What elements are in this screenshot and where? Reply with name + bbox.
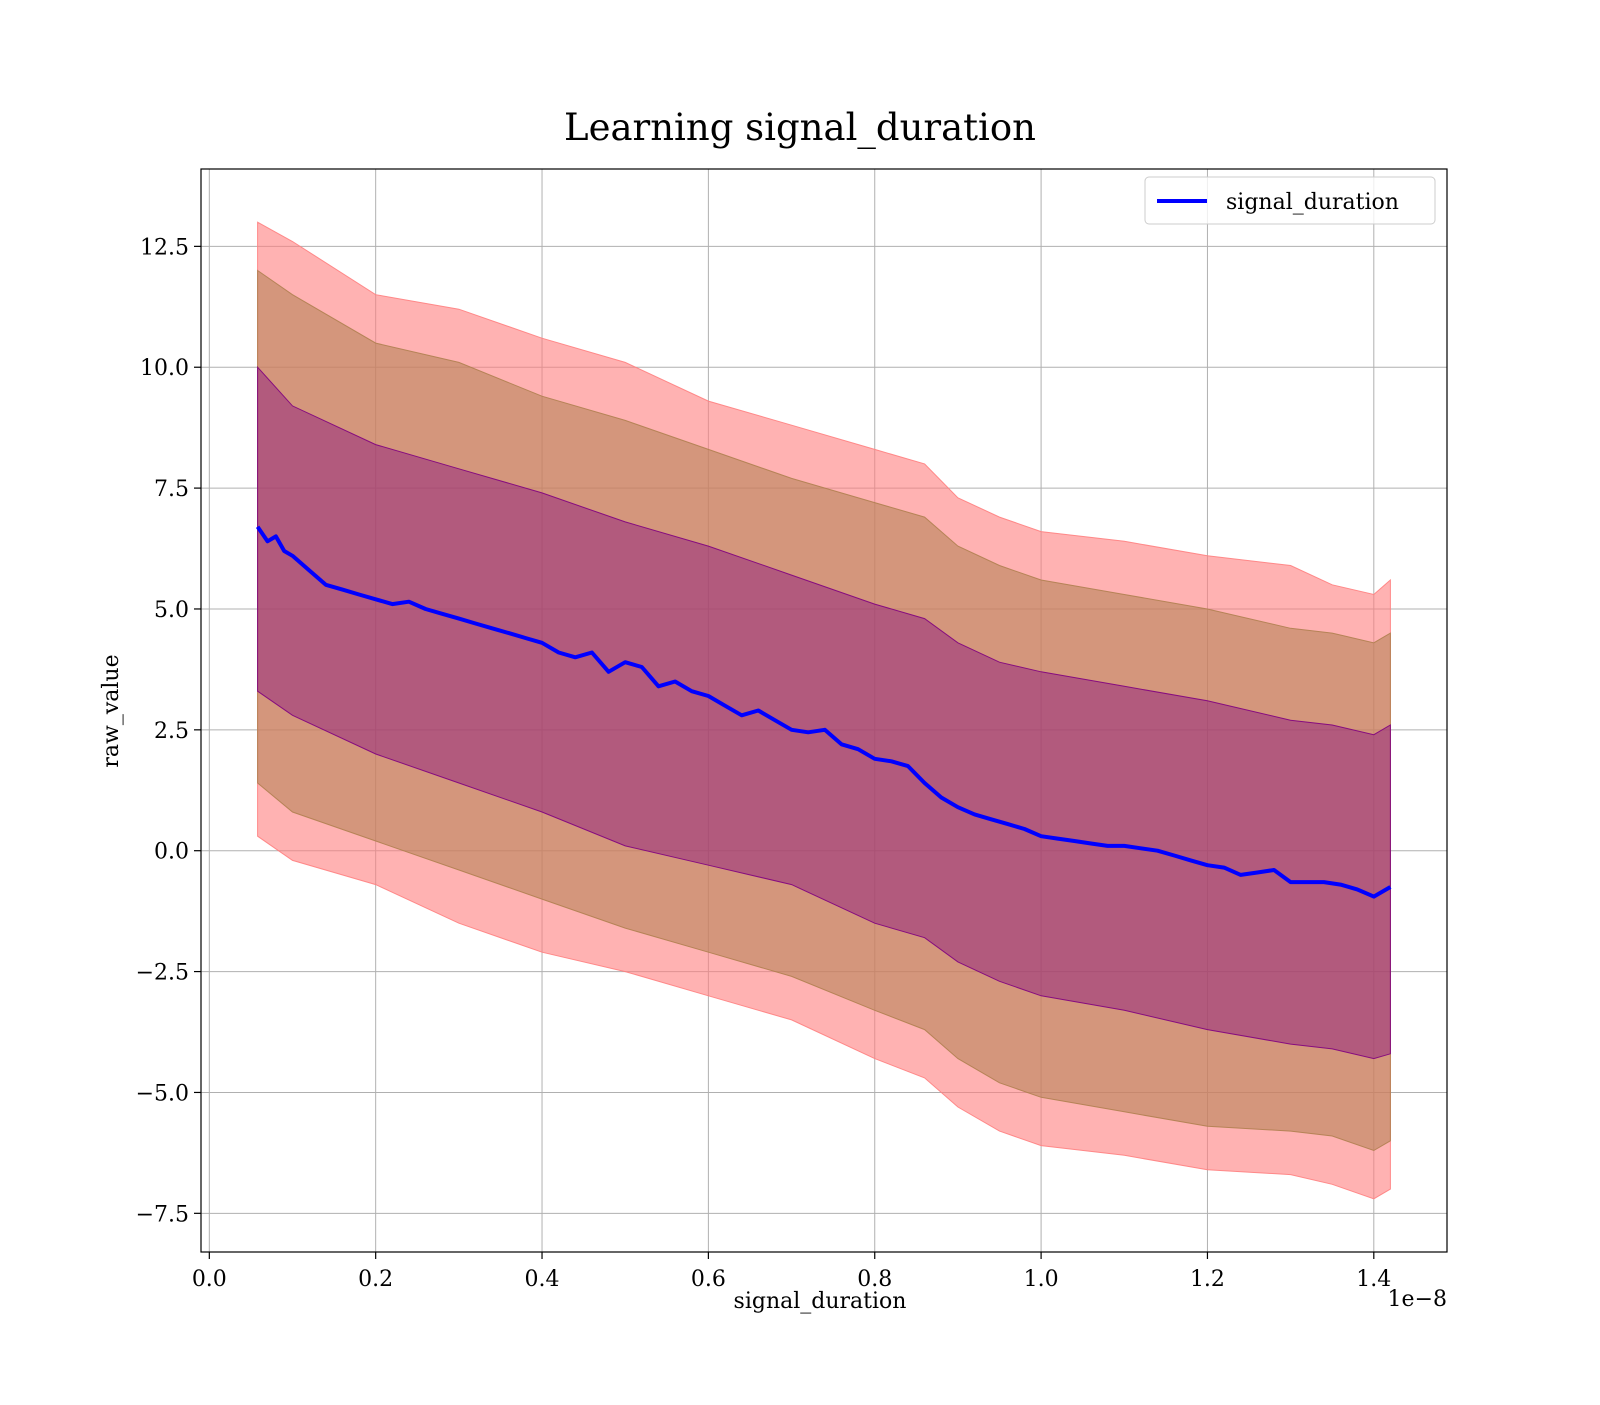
y-tick-label: 7.5 [154, 477, 189, 502]
y-tick-label: 5.0 [154, 598, 189, 623]
y-tick-label: 12.5 [140, 235, 189, 260]
x-tick-label: 1.4 [1356, 1267, 1391, 1292]
x-axis-offset-label: 1e−8 [1388, 1287, 1447, 1312]
x-tick-label: 1.2 [1190, 1267, 1225, 1292]
y-tick-label: 2.5 [154, 719, 189, 744]
y-tick-label: 10.0 [140, 356, 189, 381]
series-line-1 [255, 525, 1392, 899]
y-tick-label: −7.5 [136, 1202, 189, 1227]
chart-title: Learning signal_duration [564, 106, 1036, 150]
x-axis-label: signal_duration [734, 1289, 907, 1314]
legend: signal_duration [1144, 176, 1436, 225]
y-axis-label: raw_value [99, 654, 124, 767]
x-tick-label: 1.0 [1024, 1267, 1059, 1292]
x-tick-label: 0.4 [525, 1267, 560, 1292]
y-tick-label: 0.0 [154, 840, 189, 865]
legend-box [1144, 176, 1436, 225]
x-tick-label: 0.6 [691, 1267, 726, 1292]
plot-area: 0.0 0.2 0.4 0.6 0.8 1.0 1.2 1.4 −7.5 −5.0 −2.5 0.0 2… [136, 168, 1448, 1292]
y-tick-label: −5.0 [136, 1081, 189, 1106]
x-tick-label: 0.8 [857, 1267, 892, 1292]
x-tick-label: 0.0 [192, 1267, 227, 1292]
confidence-band-3 [257, 365, 1391, 1060]
legend-series-label: signal_duration [1226, 190, 1399, 215]
y-tick-label: −2.5 [136, 961, 189, 986]
x-tick-label: 0.2 [358, 1267, 393, 1292]
axes-frame [200, 168, 1448, 1253]
confidence-band-2 [257, 269, 1391, 1152]
